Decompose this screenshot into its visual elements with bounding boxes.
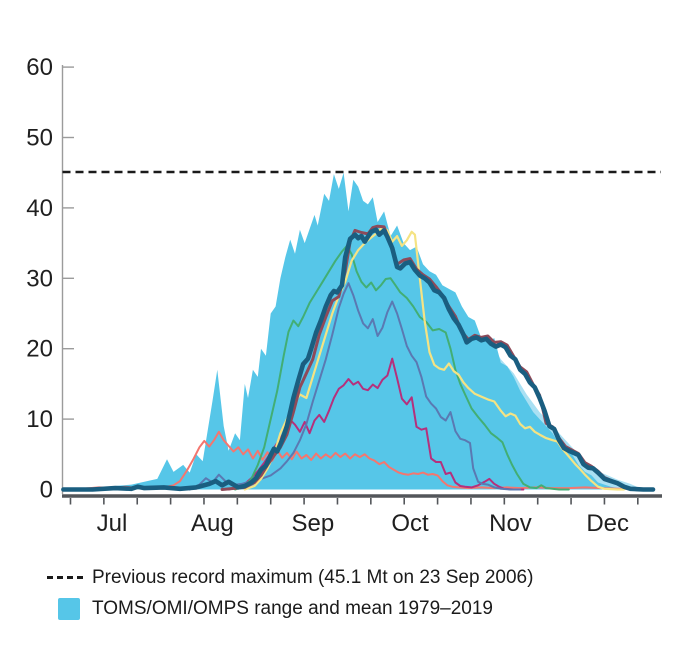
chart-legend: Previous record maximum (45.1 Mt on 23 S… xyxy=(47,566,533,620)
y-tick-label-50: 50 xyxy=(26,125,53,152)
y-tick-label-10: 10 xyxy=(26,406,53,433)
legend-range-label: TOMS/OMI/OMPS range and mean 1979–2019 xyxy=(92,598,493,619)
range-swatch-icon xyxy=(58,597,80,620)
y-tick-label-0: 0 xyxy=(40,477,53,504)
dashed-line-swatch xyxy=(47,576,84,579)
green-line xyxy=(234,244,570,491)
x-month-label-jul: Jul xyxy=(97,510,128,537)
x-month-label-nov: Nov xyxy=(489,510,532,537)
yellow-line xyxy=(243,225,625,491)
x-month-label-oct: Oct xyxy=(391,510,429,537)
legend-item-range-mean: TOMS/OMI/OMPS range and mean 1979–2019 xyxy=(47,597,533,620)
legend-item-record-maximum: Previous record maximum (45.1 Mt on 23 S… xyxy=(47,566,533,589)
x-month-label-aug: Aug xyxy=(191,510,234,537)
x-month-label-sep: Sep xyxy=(291,510,334,537)
y-tick-label-60: 60 xyxy=(26,54,53,81)
chart-canvas: 0 10 20 30 40 50 60 Jul Aug Sep Oct Nov Dec xyxy=(26,54,662,537)
legend-key-range xyxy=(47,597,92,620)
thick-teal-line xyxy=(61,227,656,492)
salmon-line xyxy=(62,430,648,491)
legend-key-record xyxy=(47,576,92,579)
y-tick-label-20: 20 xyxy=(26,336,53,363)
y-tick-label-40: 40 xyxy=(26,195,53,222)
range-area xyxy=(63,172,644,490)
y-tick-label-30: 30 xyxy=(26,265,53,292)
legend-record-label: Previous record maximum (45.1 Mt on 23 S… xyxy=(92,567,534,588)
x-month-label-dec: Dec xyxy=(586,510,629,537)
